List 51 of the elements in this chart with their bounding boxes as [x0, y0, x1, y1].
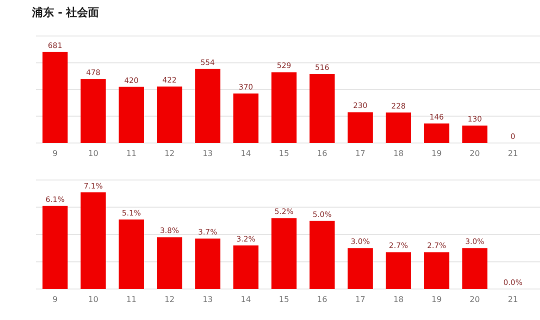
- bar: [348, 112, 373, 143]
- x-tick-label: 19: [432, 149, 442, 158]
- bar: [118, 220, 144, 289]
- x-tick-label: 11: [126, 295, 136, 304]
- x-tick-label: 15: [278, 149, 290, 158]
- x-tick-label: 21: [508, 295, 518, 304]
- x-tick-label: 9: [52, 149, 58, 158]
- x-tick-label: 9: [52, 295, 58, 304]
- bar: [80, 79, 106, 143]
- x-tick-label: 11: [126, 149, 136, 158]
- bar: [195, 68, 220, 143]
- bar: [118, 86, 144, 143]
- x-tick-label: 18: [393, 295, 404, 304]
- bar: [80, 192, 106, 289]
- bar: [156, 86, 182, 143]
- x-tick-label: 10: [88, 295, 98, 304]
- x-tick-label: 10: [88, 149, 98, 158]
- bar: [386, 252, 412, 289]
- x-tick-label: 16: [317, 295, 328, 304]
- chart-title: 浦东 - 社会面: [31, 6, 100, 19]
- x-tick-label: 16: [317, 149, 328, 158]
- x-tick-label: 14: [240, 295, 251, 304]
- x-tick-label: 20: [470, 295, 480, 304]
- x-tick-label: 14: [240, 149, 251, 158]
- bar: [42, 52, 68, 143]
- bar: [462, 248, 488, 289]
- bar: [386, 112, 412, 143]
- x-tick-label: 21: [508, 149, 518, 158]
- bar: [42, 206, 68, 289]
- bar: [462, 126, 488, 143]
- x-tick-label: 12: [164, 149, 175, 158]
- x-tick-label: 18: [393, 149, 404, 158]
- bar: [310, 220, 335, 289]
- x-tick-label: 17: [355, 149, 366, 158]
- bar: [233, 245, 258, 289]
- bar: [233, 94, 258, 143]
- x-tick-label: 20: [470, 149, 480, 158]
- x-tick-label: 15: [278, 295, 290, 304]
- x-tick-label: 12: [164, 295, 175, 304]
- x-tick-label: 13: [202, 149, 213, 158]
- bar: [156, 237, 182, 289]
- bar: [424, 123, 450, 143]
- bar: [424, 252, 450, 289]
- bar: [271, 218, 297, 289]
- bar: [310, 74, 335, 143]
- x-tick-label: 19: [432, 295, 442, 304]
- bar: [195, 238, 220, 289]
- bar: [348, 248, 373, 289]
- x-tick-label: 13: [202, 295, 213, 304]
- x-tick-label: 17: [355, 295, 366, 304]
- bar: [271, 72, 297, 143]
